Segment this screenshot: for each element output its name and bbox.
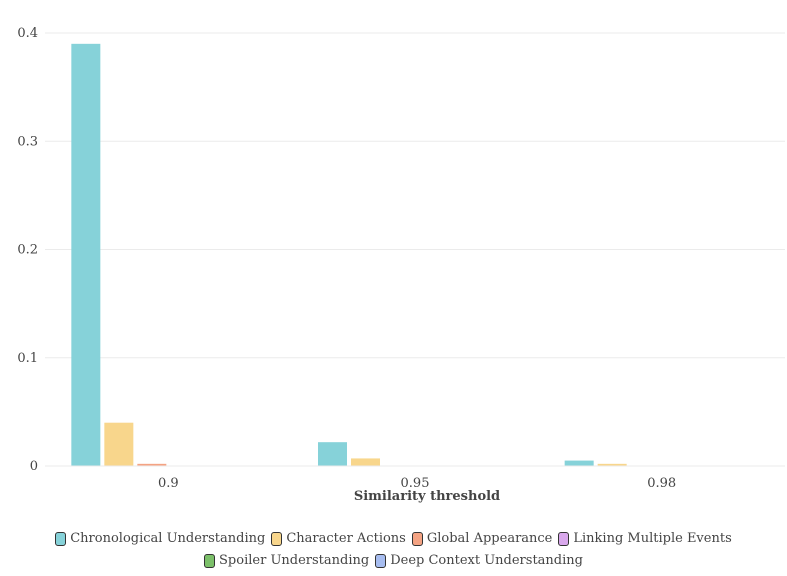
legend-label: Linking Multiple Events: [573, 531, 732, 546]
legend-row-1: Chronological Understanding Character Ac…: [0, 528, 787, 550]
bar[interactable]: [104, 422, 134, 466]
legend-label: Deep Context Understanding: [390, 553, 583, 568]
legend-label: Spoiler Understanding: [219, 553, 370, 568]
x-tick-label: 0.9: [158, 476, 179, 491]
y-tick-label: 0.1: [17, 351, 38, 366]
legend-swatch: [271, 532, 283, 546]
x-axis-title: Similarity threshold: [354, 489, 500, 504]
grid-lines: [45, 32, 785, 359]
bar[interactable]: [351, 458, 380, 466]
y-tick-label: 0.2: [17, 243, 38, 258]
bar[interactable]: [597, 463, 627, 466]
bars: [71, 43, 627, 466]
y-axis-ticks: 0 0.1 0.2 0.3 0.4: [17, 26, 38, 474]
legend-label: Character Actions: [286, 531, 406, 546]
bar[interactable]: [71, 43, 101, 466]
legend-item-chronological[interactable]: Chronological Understanding: [55, 528, 265, 550]
legend-row-2: Spoiler Understanding Deep Context Under…: [0, 550, 787, 572]
legend-label: Global Appearance: [426, 531, 553, 546]
legend-label: Chronological Understanding: [70, 531, 266, 546]
legend-item-global-appearance[interactable]: Global Appearance: [411, 528, 553, 550]
legend-swatch: [204, 554, 216, 568]
bar[interactable]: [564, 460, 594, 466]
legend-swatch: [55, 532, 67, 546]
legend: Chronological Understanding Character Ac…: [0, 528, 787, 572]
legend-item-deep-context[interactable]: Deep Context Understanding: [375, 550, 583, 572]
y-tick-label: 0.4: [17, 26, 38, 41]
y-tick-label: 0: [30, 459, 38, 474]
bar[interactable]: [137, 463, 167, 466]
x-tick-label: 0.95: [401, 476, 430, 491]
bar-chart: 0 0.1 0.2 0.3 0.4 0.9 0.95 0.98 Similarity thr…: [17, 26, 785, 504]
y-tick-label: 0.3: [17, 134, 38, 149]
x-tick-label: 0.98: [647, 476, 676, 491]
legend-item-character-actions[interactable]: Character Actions: [271, 528, 406, 550]
x-axis-ticks: 0.9 0.95 0.98: [158, 476, 676, 491]
bar[interactable]: [318, 442, 347, 466]
legend-swatch: [411, 532, 423, 546]
legend-swatch: [375, 554, 387, 568]
legend-swatch: [558, 532, 570, 546]
legend-item-spoiler[interactable]: Spoiler Understanding: [204, 550, 369, 572]
legend-item-linking-events[interactable]: Linking Multiple Events: [558, 528, 732, 550]
